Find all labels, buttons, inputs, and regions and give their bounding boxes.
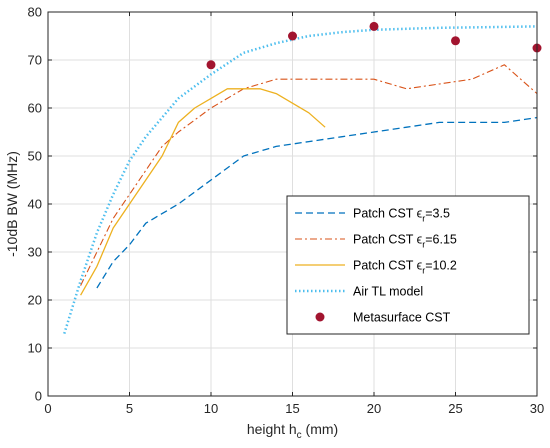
series-layer <box>63 21 542 334</box>
series-line-2 <box>80 64 538 286</box>
y-tick-label: 30 <box>28 245 42 260</box>
legend-label: Patch CST ϵr=10.2 <box>353 259 457 276</box>
legend: Patch CST ϵr=3.5 Patch CST ϵr=6.15 Patch C… <box>286 195 530 335</box>
metasurface-point <box>206 60 216 70</box>
y-tick-label: 0 <box>35 389 42 404</box>
axis-ticks: 0 5 10 15 20 25 30 0 10 20 30 40 50 60 70 80 <box>28 5 545 417</box>
legend-label: Patch CST ϵr=6.15 <box>353 233 457 250</box>
x-tick-label: 25 <box>448 401 462 416</box>
legend-marker <box>315 312 325 322</box>
y-tick-label: 10 <box>28 341 42 356</box>
metasurface-point <box>288 31 297 41</box>
series-line-3 <box>80 88 326 296</box>
y-tick-label: 20 <box>28 293 42 308</box>
x-tick-label: 20 <box>367 401 381 416</box>
x-tick-label: 15 <box>285 401 299 416</box>
series-line-1 <box>96 116 538 289</box>
legend-label: Metasurface CST <box>353 311 451 325</box>
legend-label: Air TL model <box>353 285 423 299</box>
legend-label: Patch CST ϵr=3.5 <box>353 207 450 224</box>
x-tick-label: 0 <box>44 401 51 416</box>
metasurface-point <box>451 36 460 46</box>
y-axis-title: -10dB BW (MHz) <box>4 151 20 257</box>
x-axis-title: height hc (mm) <box>247 421 338 441</box>
y-tick-label: 60 <box>28 101 42 116</box>
y-tick-label: 40 <box>28 197 42 212</box>
metasurface-point <box>369 21 379 31</box>
x-tick-label: 30 <box>530 401 544 416</box>
x-tick-label: 10 <box>204 401 218 416</box>
y-tick-label: 50 <box>28 149 42 164</box>
x-tick-label: 5 <box>126 401 133 416</box>
y-tick-label: 80 <box>28 5 42 20</box>
y-tick-label: 70 <box>28 53 42 68</box>
